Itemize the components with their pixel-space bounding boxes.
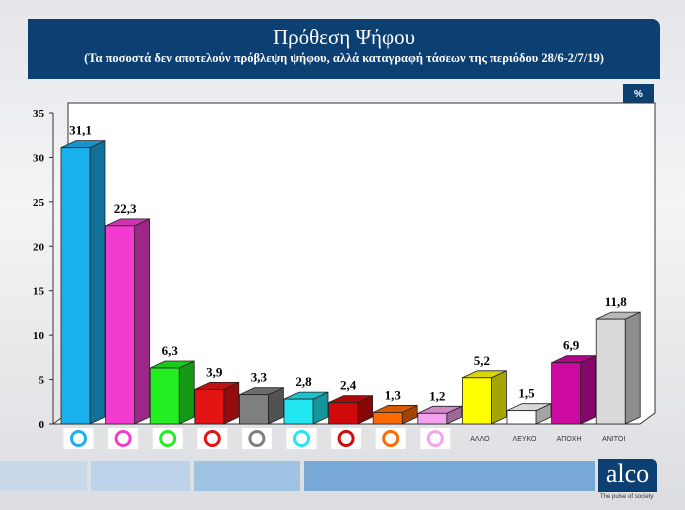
y-tick-label: 25 [33, 197, 45, 209]
party-logo-mark [114, 430, 132, 447]
bar [372, 412, 403, 425]
party-logo-mark [248, 430, 266, 447]
chart-subtitle: (Τα ποσοστά δεν αποτελούν πρόβλεψη ψήφου… [84, 51, 604, 65]
data-label: 2,8 [295, 374, 312, 389]
data-label: 6,9 [563, 338, 580, 353]
x-tick-label: ΑΛΛΟ [470, 436, 490, 443]
party-logo-mark [293, 430, 310, 447]
party-logo [152, 428, 183, 449]
party-logo [241, 428, 272, 449]
bar [328, 402, 359, 425]
data-label: 1,5 [518, 386, 535, 401]
x-tick-label: ΑΠΟΧΗ [557, 436, 582, 443]
unit-badge: % [623, 84, 654, 105]
chart-header: Πρόθεση Ψήφου (Τα ποσοστά δεν αποτελούν … [28, 19, 660, 79]
bar [506, 410, 537, 425]
bar-side [89, 140, 106, 425]
bar-side [178, 360, 195, 425]
alco-logo: alco [598, 459, 657, 492]
data-label: 6,3 [162, 343, 179, 358]
data-label: 22,3 [114, 201, 137, 216]
bar [461, 377, 492, 425]
party-logo [331, 428, 362, 449]
y-tick-label: 35 [33, 108, 45, 120]
bar [105, 225, 135, 425]
bar [60, 147, 91, 425]
party-logo-mark [70, 430, 87, 447]
party-logo [375, 428, 406, 449]
bar [417, 412, 448, 425]
data-label: 1,2 [429, 388, 445, 403]
party-logo-mark [337, 430, 355, 447]
party-logo [420, 428, 451, 449]
footer-band [304, 461, 595, 491]
data-label: 5,2 [474, 353, 490, 368]
party-logo [63, 428, 94, 449]
y-tick-label: 0 [39, 419, 45, 431]
bar [149, 367, 180, 425]
y-tick-label: 10 [33, 330, 45, 342]
brand-tagline: The pulse of society [600, 494, 654, 500]
y-tick-label: 30 [33, 152, 45, 164]
bar-side [580, 355, 596, 425]
y-tick-label: 5 [39, 375, 45, 387]
data-label: 1,3 [385, 387, 402, 402]
data-label: 3,9 [206, 364, 223, 379]
footer-band [194, 461, 300, 491]
data-label: 3,3 [251, 370, 268, 385]
party-logo-mark [382, 430, 400, 447]
bar-chart: 0 5 10 15 20 25 30 35 31,1 22,3 6,3 3,9 3,3 2,8 2,4 1,3… [33, 102, 656, 449]
y-tick-label: 20 [33, 241, 45, 253]
x-tick-label: ΛΕΥΚΟ [513, 436, 537, 443]
party-logo-mark [426, 430, 444, 447]
party-logo-mark [159, 430, 177, 447]
party-logo-mark [203, 430, 221, 447]
data-label: 31,1 [69, 123, 92, 138]
bar [595, 318, 626, 425]
footer-band [91, 461, 190, 491]
bar-side [134, 218, 151, 425]
bar [283, 398, 314, 425]
party-logo [197, 428, 228, 449]
bar [551, 362, 581, 425]
y-tick-label: 15 [33, 286, 45, 298]
chart-title: Πρόθεση Ψήφου [272, 25, 416, 49]
party-logo [286, 428, 317, 449]
bar-side [624, 311, 641, 425]
party-logo [108, 428, 139, 449]
bar [194, 388, 225, 425]
data-label: 2,4 [340, 378, 357, 393]
bar-side [490, 370, 507, 425]
footer-band [0, 461, 87, 491]
data-label: 11,8 [605, 294, 628, 309]
x-tick-label: ΑΝΙΤΟΙ [602, 436, 625, 443]
bar [238, 394, 269, 425]
